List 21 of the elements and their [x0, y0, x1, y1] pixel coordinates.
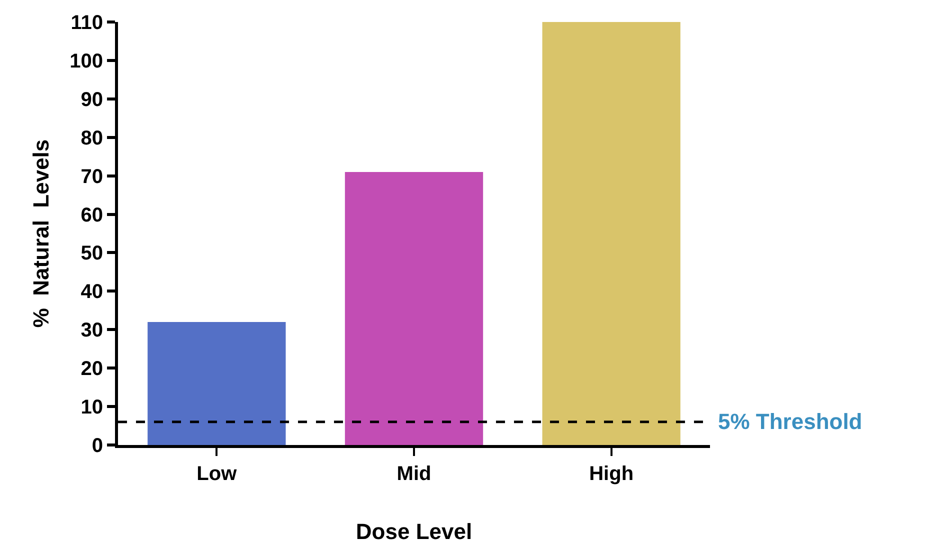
x-tick-label: Low: [196, 463, 238, 485]
y-tick-label: 30: [80, 320, 103, 342]
y-tick-label: 20: [80, 358, 103, 380]
y-tick-label: 100: [70, 50, 103, 72]
y-tick-label: 60: [80, 204, 103, 226]
y-tick-label: 40: [80, 281, 103, 304]
y-tick-label: 70: [80, 166, 103, 188]
y-axis-title: % Natural Levels: [28, 139, 54, 328]
y-tick-label: 80: [80, 127, 103, 150]
ref-line-label: 5% Threshold: [718, 409, 862, 434]
y-tick-label: 10: [80, 396, 103, 419]
bar: [344, 172, 484, 445]
bar: [542, 22, 680, 445]
y-tick-label: 0: [92, 435, 103, 457]
bar: [148, 322, 286, 445]
x-axis-title: Dose Level: [356, 518, 472, 544]
y-tick-label: 90: [80, 88, 103, 111]
y-tick-label: 110: [70, 12, 103, 34]
x-tick-label: High: [589, 463, 634, 485]
y-tick-label: 50: [80, 242, 103, 265]
x-tick-label: Mid: [396, 463, 432, 485]
